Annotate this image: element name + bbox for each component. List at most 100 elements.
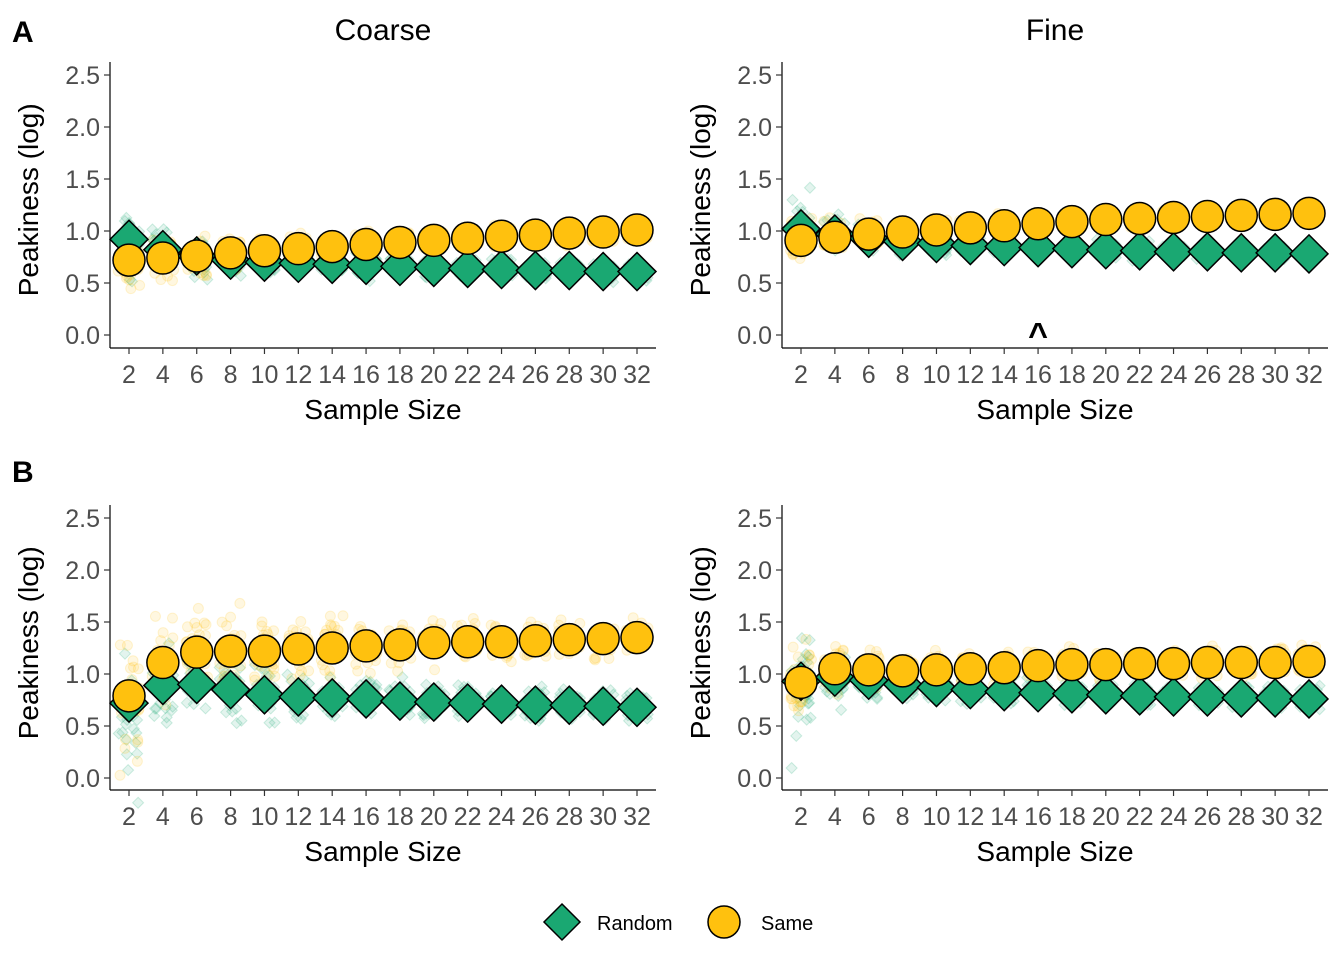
raw-point-same xyxy=(805,653,817,665)
raw-point-random xyxy=(790,729,803,743)
raw-point-same xyxy=(134,279,146,291)
mean-marker-same xyxy=(987,209,1021,243)
raw-point-random xyxy=(230,716,243,730)
x-tick-label: 8 xyxy=(896,361,910,389)
x-tick-label: 18 xyxy=(386,803,414,831)
x-tick-label: 6 xyxy=(862,361,876,389)
mean-marker-same xyxy=(247,234,282,268)
raw-point-random xyxy=(120,733,133,747)
significance-marker: ^ xyxy=(1028,317,1048,355)
mean-marker-random xyxy=(549,250,590,291)
x-tick-label: 6 xyxy=(190,803,204,831)
y-tick-label: 1.5 xyxy=(737,609,772,637)
x-tick-label: 30 xyxy=(1261,361,1289,389)
x-tick-label: 2 xyxy=(794,803,808,831)
raw-point-random xyxy=(165,704,178,717)
mean-marker-same xyxy=(1055,647,1089,682)
mean-marker-random xyxy=(984,671,1025,712)
x-tick-label: 14 xyxy=(990,803,1018,831)
y-tick-label: 2.0 xyxy=(737,557,772,585)
mean-marker-same xyxy=(1224,645,1259,680)
x-tick-label: 14 xyxy=(318,361,346,389)
y-axis-title: Peakiness (log) xyxy=(13,103,44,296)
mean-marker-same xyxy=(518,623,553,658)
raw-point-random xyxy=(803,181,817,194)
raw-point-same xyxy=(325,619,337,631)
raw-point-same xyxy=(269,670,281,682)
x-tick-label: 28 xyxy=(1227,361,1255,389)
mean-marker-random xyxy=(481,249,522,290)
x-tick-label: 22 xyxy=(1126,803,1154,831)
x-tick-label: 20 xyxy=(420,803,448,831)
mean-marker-same xyxy=(818,652,852,686)
mean-marker-same xyxy=(885,215,920,249)
mean-marker-same xyxy=(1021,206,1055,241)
panel-label-a: A xyxy=(12,16,34,49)
mean-marker-same xyxy=(383,628,417,662)
x-tick-label: 32 xyxy=(623,361,651,389)
x-tick-label: 24 xyxy=(1160,361,1188,389)
x-tick-label: 28 xyxy=(1227,803,1255,831)
raw-point-random xyxy=(166,700,179,713)
raw-point-same xyxy=(429,664,441,676)
raw-point-same xyxy=(256,616,268,628)
y-tick-label: 2.0 xyxy=(65,557,100,585)
raw-point-same xyxy=(167,632,179,644)
mean-marker-random xyxy=(1255,232,1296,273)
legend-key-same xyxy=(707,905,741,939)
plot-panel-1: 0.00.51.01.52.02.52 4 6 8 10 12 14 16 18 20 22 24 26… xyxy=(685,62,1330,425)
mean-marker-random xyxy=(447,248,488,289)
x-tick-label: 32 xyxy=(1295,803,1323,831)
raw-point-same xyxy=(792,700,804,712)
raw-point-same xyxy=(800,633,812,645)
mean-marker-same xyxy=(1292,644,1326,679)
mean-marker-same xyxy=(450,625,485,659)
mean-marker-random xyxy=(549,685,590,726)
raw-point-random xyxy=(148,702,162,715)
mean-marker-random xyxy=(1153,231,1194,272)
mean-marker-same xyxy=(953,652,988,686)
mean-marker-random xyxy=(379,680,420,722)
x-tick-label: 8 xyxy=(224,803,238,831)
mean-marker-same xyxy=(851,653,886,687)
panel-label-b: B xyxy=(12,456,34,489)
raw-point-same xyxy=(128,661,140,673)
raw-point-random xyxy=(452,679,465,692)
mean-marker-random xyxy=(278,676,319,717)
raw-point-same xyxy=(788,700,800,712)
x-tick-label: 22 xyxy=(454,361,482,389)
raw-point-random xyxy=(201,273,214,286)
y-axis-title: Peakiness (log) xyxy=(685,546,716,739)
mean-marker-random xyxy=(1255,677,1296,718)
x-tick-label: 32 xyxy=(1295,361,1323,389)
raw-point-random xyxy=(150,702,163,715)
plot-panels: 0.00.51.01.52.02.52 4 6 8 10 12 14 16 18 20 22 24 26… xyxy=(13,62,1330,867)
x-tick-label: 8 xyxy=(896,803,910,831)
mean-marker-random xyxy=(413,682,454,723)
x-tick-label: 6 xyxy=(862,803,876,831)
y-tick-label: 2.5 xyxy=(737,505,772,533)
mean-marker-same xyxy=(315,631,349,665)
raw-point-random xyxy=(800,713,813,726)
x-tick-label: 12 xyxy=(284,361,312,389)
x-tick-label: 2 xyxy=(122,803,136,831)
raw-point-same xyxy=(324,610,336,622)
x-tick-label: 28 xyxy=(555,803,583,831)
raw-point-random xyxy=(146,223,159,236)
y-tick-label: 0.0 xyxy=(737,322,772,350)
mean-marker-same xyxy=(281,231,316,266)
mean-marker-same xyxy=(417,223,451,258)
raw-point-same xyxy=(166,275,178,287)
raw-point-random xyxy=(129,736,142,750)
raw-point-same xyxy=(125,283,137,295)
mean-marker-same xyxy=(383,225,417,260)
mean-marker-same xyxy=(146,645,180,680)
mean-marker-same xyxy=(213,236,248,270)
y-tick-label: 2.5 xyxy=(65,505,100,533)
mean-marker-random xyxy=(1018,227,1059,268)
raw-point-random xyxy=(870,692,884,706)
raw-point-same xyxy=(155,635,167,647)
raw-point-same xyxy=(589,654,601,666)
raw-point-same xyxy=(792,651,804,663)
raw-point-same xyxy=(234,597,246,609)
